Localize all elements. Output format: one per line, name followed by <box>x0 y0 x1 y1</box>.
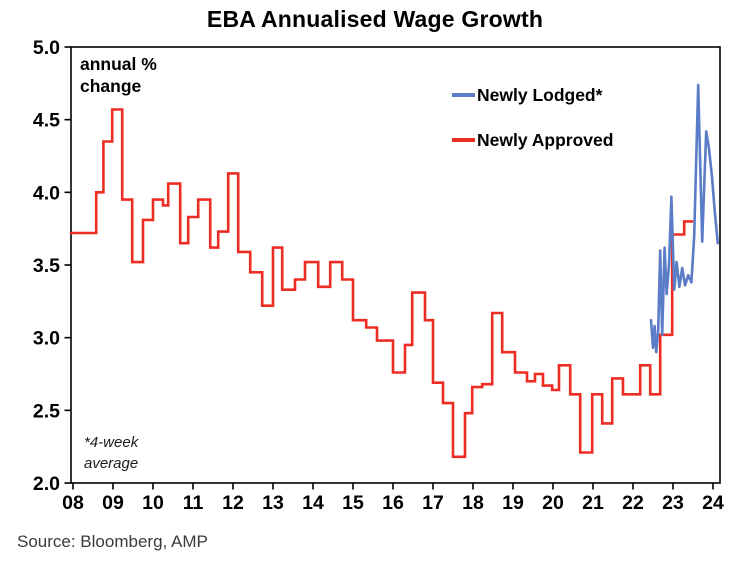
x-tick-label: 22 <box>622 492 644 514</box>
x-tick-label: 09 <box>102 492 124 514</box>
x-tick-label: 15 <box>342 492 364 514</box>
footnote-4-week-average: *4-week average <box>84 432 138 474</box>
y-tick-label: 3.0 <box>33 328 60 350</box>
y-axis-unit-note-line2: change <box>80 76 142 96</box>
legend-item-newly-lodged: Newly Lodged* <box>452 84 613 106</box>
x-tick-label: 20 <box>542 492 564 514</box>
y-tick-label: 4.5 <box>33 110 60 132</box>
legend-item-newly-approved: Newly Approved <box>452 129 613 151</box>
chart-title: EBA Annualised Wage Growth <box>206 6 544 32</box>
y-tick-label: 4.0 <box>33 182 60 204</box>
y-axis-unit-note-line1: annual % <box>80 54 157 74</box>
y-tick-label: 3.5 <box>33 255 60 277</box>
legend: Newly Lodged* Newly Approved <box>452 84 613 174</box>
newly-approved-line <box>69 108 694 459</box>
y-tick-label: 2.5 <box>33 400 60 422</box>
footnote-line2: average <box>84 455 139 472</box>
legend-label-newly-approved: Newly Approved <box>477 129 614 150</box>
x-tick-label: 17 <box>422 492 444 514</box>
y-tick-label: 5.0 <box>33 37 60 59</box>
newly-lodged-line <box>649 83 720 354</box>
x-tick-label: 18 <box>462 492 484 514</box>
x-tick-label: 24 <box>702 492 724 514</box>
legend-dash-icon-red <box>452 138 475 142</box>
x-tick-label: 19 <box>502 492 524 514</box>
x-tick-label: 21 <box>582 492 604 514</box>
x-tick-label: 08 <box>62 492 84 514</box>
plot-border <box>70 46 721 484</box>
y-axis-unit-note: annual % change <box>80 53 157 97</box>
x-tick-label: 12 <box>222 492 244 514</box>
legend-label-newly-lodged: Newly Lodged* <box>477 84 603 105</box>
x-tick-label: 16 <box>382 492 404 514</box>
footnote-line1: *4-week <box>84 434 139 451</box>
x-tick-label: 14 <box>302 492 324 514</box>
x-tick-label: 23 <box>662 492 684 514</box>
x-tick-label: 13 <box>262 492 284 514</box>
x-tick-label: 11 <box>183 492 204 514</box>
legend-dash-icon-blue <box>452 93 475 97</box>
x-tick-label: 10 <box>142 492 164 514</box>
y-tick-label: 2.0 <box>33 473 60 495</box>
source-attribution: Source: Bloomberg, AMP <box>17 532 208 551</box>
